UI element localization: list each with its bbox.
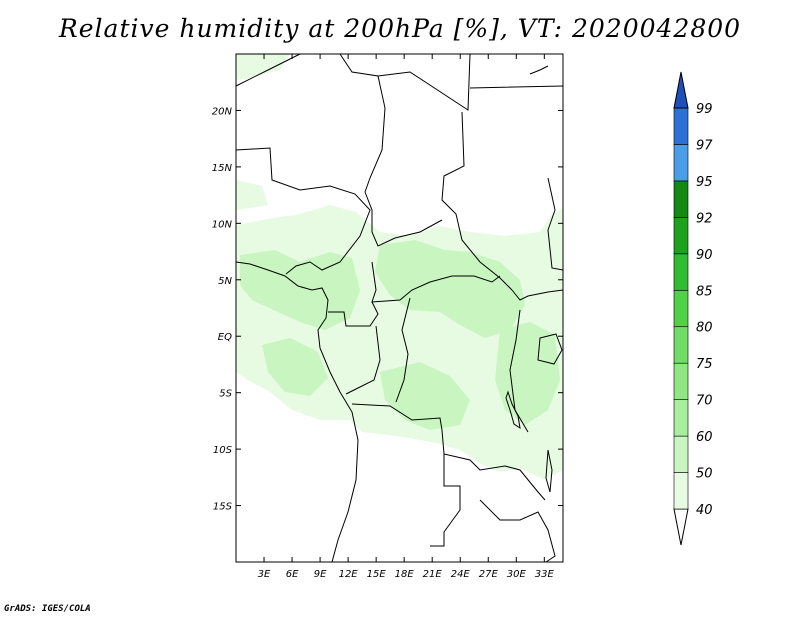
lon-tick-label: 30E [507, 569, 527, 580]
latitude-axis: 20N 15N 10N 5N EQ 5S 10S 15S [212, 106, 563, 513]
lat-tick-label: 20N [212, 106, 233, 117]
border-angola-zambia [430, 454, 461, 547]
lake-malawi [545, 449, 553, 493]
colorbar-segment [673, 180, 689, 218]
lake-victoria [537, 333, 563, 365]
colorbar-label: 97 [696, 138, 713, 153]
lat-tick-label: 5S [219, 389, 232, 400]
colorbar-label: 99 [696, 102, 713, 117]
colorbar-segment [673, 399, 689, 437]
lat-tick-label: 15N [212, 163, 233, 174]
colorbar-label: 70 [696, 394, 713, 409]
colorbar-segment [673, 362, 689, 400]
colorbar-segment [673, 107, 689, 145]
lat-tick-label: 10N [212, 219, 233, 230]
map-title: Relative humidity at 200hPa [%], VT: 202… [58, 14, 742, 43]
coastline-west-africa [235, 261, 359, 563]
country-borders [235, 53, 564, 563]
colorbar-label: 40 [696, 503, 713, 518]
plot-frame [235, 53, 564, 563]
colorbar-label: 85 [696, 284, 713, 299]
border-ethiopia-sudan [547, 177, 564, 271]
humidity-core-southwest [262, 338, 328, 396]
lon-tick-label: 3E [258, 569, 271, 580]
humidity-core-west [240, 250, 360, 330]
lake-tanganyika [505, 390, 521, 430]
humidity-core-south [380, 362, 470, 430]
colorbar-label: 60 [696, 430, 713, 445]
longitude-axis: 3E 6E 9E 12E 15E 18E 21E 24E 27E 30E 33E [258, 54, 555, 580]
colorbar-segment [673, 217, 689, 255]
border-east-africa [509, 289, 564, 433]
colorbar-segment [673, 435, 689, 473]
lat-tick-label: EQ [218, 332, 232, 343]
lat-tick-label: 10S [213, 445, 233, 456]
border-libya-egypt [377, 53, 564, 111]
border-sudan-west [441, 111, 513, 291]
colorbar-segment [673, 144, 689, 182]
lat-tick-label: 5N [218, 276, 232, 287]
colorbar-label: 80 [696, 321, 713, 336]
colorbar-segment [673, 253, 689, 291]
colorbar-label: 75 [696, 357, 713, 372]
colorbar: 40 50 60 70 75 80 85 90 92 95 97 99 [673, 71, 713, 546]
border-chad [364, 191, 443, 247]
humidity-field [236, 54, 563, 480]
border-cameroon-gabon [328, 301, 379, 327]
humidity-band-west [236, 180, 268, 210]
lat-tick-label: 15S [213, 502, 233, 513]
colorbar-label: 92 [696, 211, 713, 226]
lon-tick-label: 33E [535, 569, 555, 580]
lon-tick-label: 6E [286, 569, 299, 580]
colorbar-segment [673, 326, 689, 364]
lon-tick-label: 15E [367, 569, 387, 580]
humidity-core-central [375, 240, 525, 338]
colorbar-upper-arrow [673, 71, 689, 109]
humidity-band-north [236, 54, 290, 80]
border-congo-drc [345, 297, 411, 403]
lon-tick-label: 18E [395, 569, 415, 580]
colorbar-label: 90 [696, 248, 713, 263]
lon-tick-label: 12E [339, 569, 359, 580]
border-nigeria [235, 147, 371, 275]
border-car [371, 261, 501, 303]
colorbar-segment [673, 289, 689, 328]
border-drc-south [351, 403, 546, 501]
lon-tick-label: 24E [451, 569, 471, 580]
lon-tick-label: 21E [423, 569, 443, 580]
colorbar-segment [673, 472, 689, 510]
colorbar-label: 50 [696, 467, 713, 482]
colorbar-label: 95 [696, 175, 713, 190]
lon-tick-label: 27E [479, 569, 499, 580]
border-sahara-north [235, 53, 386, 193]
red-sea-coast [529, 65, 549, 75]
colorbar-lower-arrow [673, 508, 689, 546]
border-mozambique-zambia [479, 499, 556, 563]
grads-credit: GrADS: IGES/COLA [4, 604, 91, 614]
lon-tick-label: 9E [314, 569, 327, 580]
humidity-core-east [495, 322, 560, 425]
